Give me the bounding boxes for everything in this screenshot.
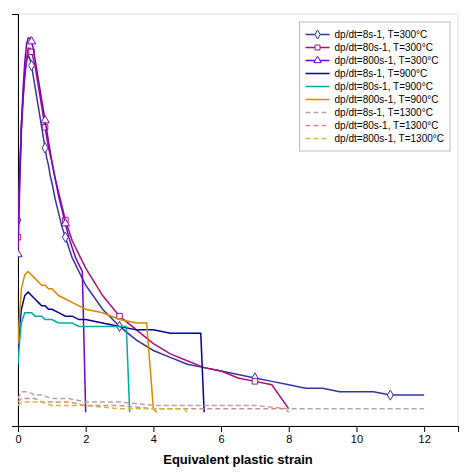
series-marker: [252, 379, 257, 384]
legend-marker: [315, 45, 320, 50]
legend-label: dp/dt=8s-1, T=900°C: [335, 68, 428, 79]
x-axis-line: [19, 427, 459, 433]
series-marker: [41, 116, 49, 123]
series-line: [18, 38, 86, 412]
legend-swatch: [306, 112, 330, 114]
x-tick-mark: [221, 426, 222, 432]
legend-item: dp/dt=80s-1, T=300°C: [306, 42, 433, 53]
legend-label: dp/dt=80s-1, T=300°C: [335, 42, 433, 53]
plot-area: 0 2 4 6 8 10 12 Equivalent plastic strain dp/dt=…: [12, 14, 459, 467]
legend: dp/dt=8s-1, T=300°C dp/dt=80s-1, T=300°C d…: [300, 22, 450, 151]
x-tick-mark: [153, 426, 154, 432]
series-marker: [387, 390, 393, 400]
legend-label: dp/dt=80s-1, T=1300°C: [335, 120, 439, 131]
legend-swatch: [306, 73, 330, 75]
x-tick: 8: [286, 426, 292, 445]
x-tick-mark: [356, 426, 357, 432]
x-tick-label: 8: [286, 433, 292, 445]
y-axis-line: [12, 15, 19, 427]
series-line: [18, 48, 289, 409]
legend-swatch: [306, 125, 330, 127]
legend-label: dp/dt=80s-1, T=900°C: [335, 81, 433, 92]
legend-marker: [314, 56, 321, 62]
chart: 0 2 4 6 8 10 12 Equivalent plastic strain dp/dt=…: [0, 0, 474, 474]
legend-box: [300, 22, 450, 151]
x-tick-label: 6: [219, 433, 225, 445]
x-tick-label: 10: [351, 433, 363, 445]
series-line: [18, 392, 424, 409]
x-tick: 2: [83, 426, 89, 445]
legend-label: dp/dt=800s-1, T=900°C: [335, 94, 439, 105]
y-axis: [12, 15, 19, 427]
x-tick: 12: [419, 426, 431, 445]
x-tick-label: 0: [15, 433, 21, 445]
series-line: [18, 292, 204, 412]
legend-item: dp/dt=80s-1, T=1300°C: [306, 120, 439, 131]
legend-item: dp/dt=800s-1, T=900°C: [306, 94, 439, 105]
legend-swatch: [306, 86, 330, 88]
legend-swatch: [306, 138, 330, 140]
x-tick-label: 4: [151, 433, 157, 445]
x-tick-label: 12: [419, 433, 431, 445]
legend-item: dp/dt=800s-1, T=1300°C: [306, 133, 444, 144]
series-line: [18, 402, 187, 412]
legend-item: dp/dt=8s-1, T=1300°C: [306, 107, 433, 118]
x-axis-label: Equivalent plastic strain: [163, 452, 313, 467]
legend-item: dp/dt=80s-1, T=900°C: [306, 81, 433, 92]
legend-label: dp/dt=8s-1, T=1300°C: [335, 107, 433, 118]
x-tick-mark: [289, 426, 290, 432]
legend-swatch: [306, 99, 330, 101]
x-tick-label: 2: [83, 433, 89, 445]
legend-label: dp/dt=8s-1, T=300°C: [335, 29, 428, 40]
legend-label: dp/dt=800s-1, T=1300°C: [335, 133, 444, 144]
x-tick-mark: [86, 426, 87, 432]
series-marker: [61, 219, 69, 226]
x-tick-mark: [424, 426, 425, 432]
x-tick: 10: [351, 426, 363, 445]
legend-marker: [315, 30, 320, 39]
legend-label: dp/dt=800s-1, T=300°C: [335, 55, 439, 66]
x-tick: 0: [15, 426, 21, 445]
legend-item: dp/dt=800s-1, T=300°C: [306, 55, 439, 66]
series-marker: [18, 250, 22, 257]
x-tick: 6: [219, 426, 225, 445]
legend-item: dp/dt=8s-1, T=900°C: [306, 68, 428, 79]
plot-frame: [18, 14, 458, 426]
series-line: [18, 399, 289, 413]
series-line: [18, 272, 157, 413]
series-marker: [27, 37, 35, 44]
legend-item: dp/dt=8s-1, T=300°C: [306, 29, 428, 40]
x-tick: 4: [151, 426, 157, 445]
series-line: [18, 313, 130, 413]
x-axis: 0 2 4 6 8 10 12: [15, 426, 458, 445]
